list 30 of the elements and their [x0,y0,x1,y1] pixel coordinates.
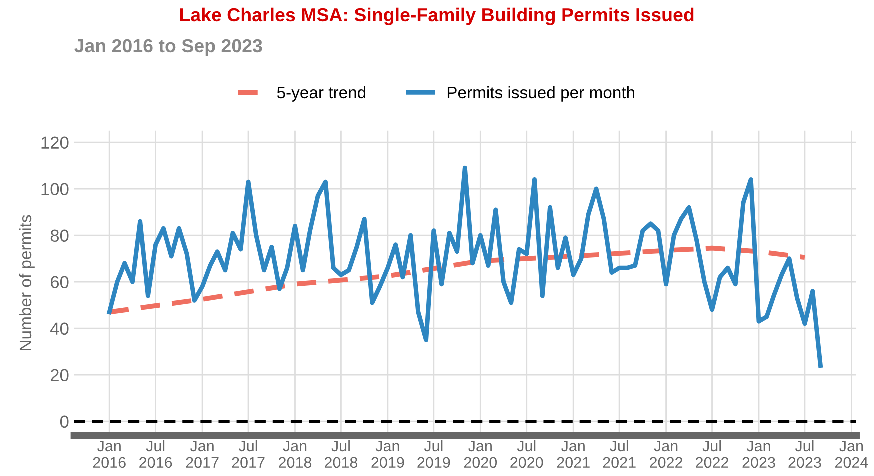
x-tick-label: Jul 2020 [510,440,544,468]
y-axis-title: Number of permits [19,215,35,350]
x-tick-label: Jul 2018 [324,440,358,468]
y-tick-label: 80 [50,230,69,242]
x-tick-label: Jan 2017 [186,440,219,468]
y-tick-label: 20 [50,369,69,382]
y-tick-label: 100 [42,183,69,196]
x-tick-label: Jul 2022 [696,440,728,468]
x-tick-label: Jul 2017 [232,440,265,468]
x-tick-label: Jan 2024 [835,440,868,468]
legend-label: Permits issued per month [448,86,634,102]
x-tick-label: Jul 2019 [418,440,450,468]
x-tick-label: Jan 2023 [742,440,776,468]
x-tick-label: Jan 2019 [372,440,404,468]
chart-subtitle: Jan 2016 to Sep 2023 [74,39,262,56]
x-tick-label: Jan 2020 [464,440,498,468]
x-tick-label: Jan 2018 [279,440,312,468]
y-tick-label: 60 [51,276,69,289]
y-tick-label: 40 [50,322,69,336]
x-tick-label: Jul 2021 [603,440,636,468]
y-tick-label: 0 [60,416,69,428]
x-tick-label: Jan 2021 [557,440,590,468]
x-tick-label: Jan 2016 [93,440,126,468]
line-series [107,166,823,368]
x-tick-label: Jan 2022 [650,440,683,468]
y-tick-label: 120 [42,136,69,149]
legend-label: 5-year trend [277,86,366,102]
chart-title: Lake Charles MSA: Single-Family Building Permits Issued [180,8,694,26]
x-tick-label: Jul 2023 [788,440,822,468]
x-tick-label: Jul 2016 [140,440,172,468]
